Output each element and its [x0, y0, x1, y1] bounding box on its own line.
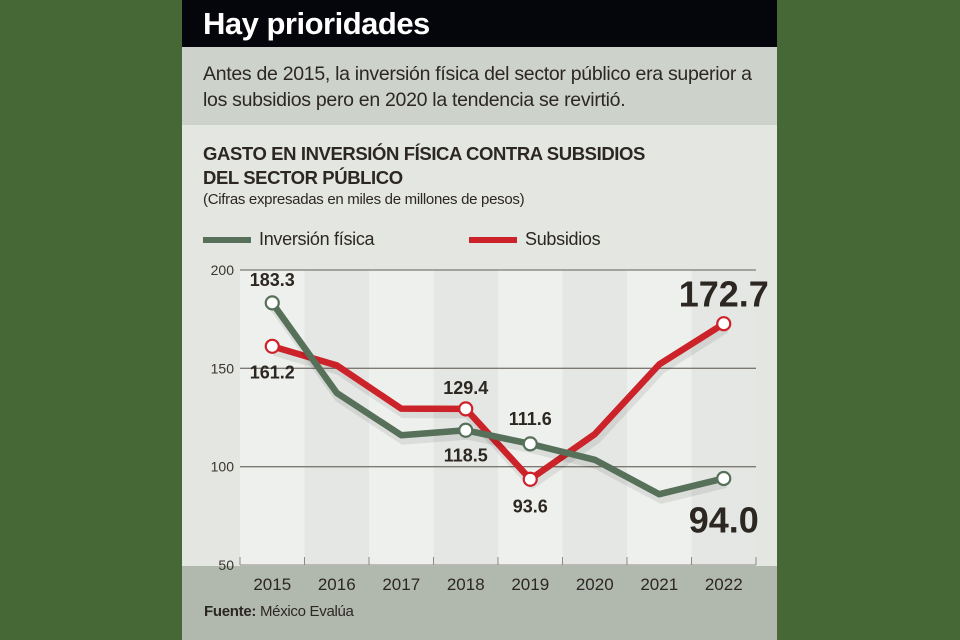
y-tick-label: 50 — [218, 557, 234, 573]
data-label-inversion: 111.6 — [509, 409, 552, 429]
series-line-subsidios — [269, 320, 727, 483]
legend-label-inversion: Inversión física — [259, 229, 375, 249]
data-label-inversion: 118.5 — [444, 445, 488, 465]
y-tick-label: 150 — [211, 360, 235, 376]
data-point-inversion — [716, 470, 732, 487]
legend-swatch-subsidios — [469, 236, 517, 243]
data-point-subsidios — [458, 401, 474, 417]
column-band — [304, 270, 369, 565]
x-tick-label: 2015 — [253, 575, 291, 594]
x-tick-label: 2019 — [511, 575, 549, 594]
chart-title-line-2: DEL SECTOR PÚBLICO — [203, 167, 403, 188]
line-chart: 50 100 150 200 2015 2016 2017 2018 2019 2020 2021 2… — [211, 262, 769, 594]
chart-subtitle: (Cifras expresadas en miles de millones … — [203, 191, 525, 208]
source-value: México Evalúa — [259, 603, 354, 620]
y-tick-label: 100 — [211, 459, 235, 475]
column-band — [240, 270, 305, 565]
header-bar: Hay prioridades — [182, 0, 777, 47]
data-point-inversion — [522, 436, 538, 452]
source-note: Fuente: México Evalúa — [204, 603, 354, 620]
y-tick-label: 200 — [211, 262, 235, 278]
legend-label-subsidios: Subsidios — [525, 229, 601, 249]
chart-title-line-1: GASTO EN INVERSIÓN FÍSICA CONTRA SUBSIDI… — [203, 143, 645, 164]
page-title: Hay prioridades — [203, 6, 430, 41]
data-label-subsidios: 129.4 — [443, 378, 488, 398]
legend-swatch-inversion — [203, 236, 251, 243]
legend-item-subsidios: Subsidios — [469, 229, 601, 250]
x-tick-label: 2018 — [447, 575, 485, 594]
source-label: Fuente: — [204, 603, 257, 620]
column-band — [627, 270, 692, 565]
data-label-subsidios: 161.2 — [250, 362, 295, 382]
intro-band: Antes de 2015, la inversión física del s… — [182, 47, 777, 125]
x-tick-label: 2017 — [382, 575, 420, 594]
chart-title: GASTO EN INVERSIÓN FÍSICA CONTRA SUBSIDI… — [203, 142, 763, 190]
x-tick-label: 2020 — [576, 575, 614, 594]
column-band — [562, 270, 627, 565]
series-line-inversion — [269, 299, 727, 498]
column-band — [498, 270, 563, 565]
data-label-inversion: 94.0 — [689, 499, 759, 540]
x-tick-label: 2022 — [705, 575, 743, 594]
x-axis-band — [182, 566, 777, 640]
infographic-card: Hay prioridades Antes de 2015, la invers… — [182, 0, 777, 640]
data-label-subsidios: 172.7 — [679, 274, 769, 315]
data-point-subsidios — [264, 338, 280, 354]
x-tick-label: 2021 — [640, 575, 678, 594]
x-tick-label: 2016 — [318, 575, 356, 594]
legend-item-inversion: Inversión física — [203, 229, 375, 250]
column-band — [433, 270, 498, 565]
data-point-inversion — [264, 295, 280, 311]
intro-text: Antes de 2015, la inversión física del s… — [203, 63, 752, 111]
data-point-inversion — [458, 422, 474, 438]
data-point-subsidios — [522, 471, 538, 487]
data-label-inversion: 183.3 — [250, 270, 295, 290]
data-label-subsidios: 93.6 — [513, 496, 548, 516]
data-point-subsidios — [716, 316, 732, 332]
